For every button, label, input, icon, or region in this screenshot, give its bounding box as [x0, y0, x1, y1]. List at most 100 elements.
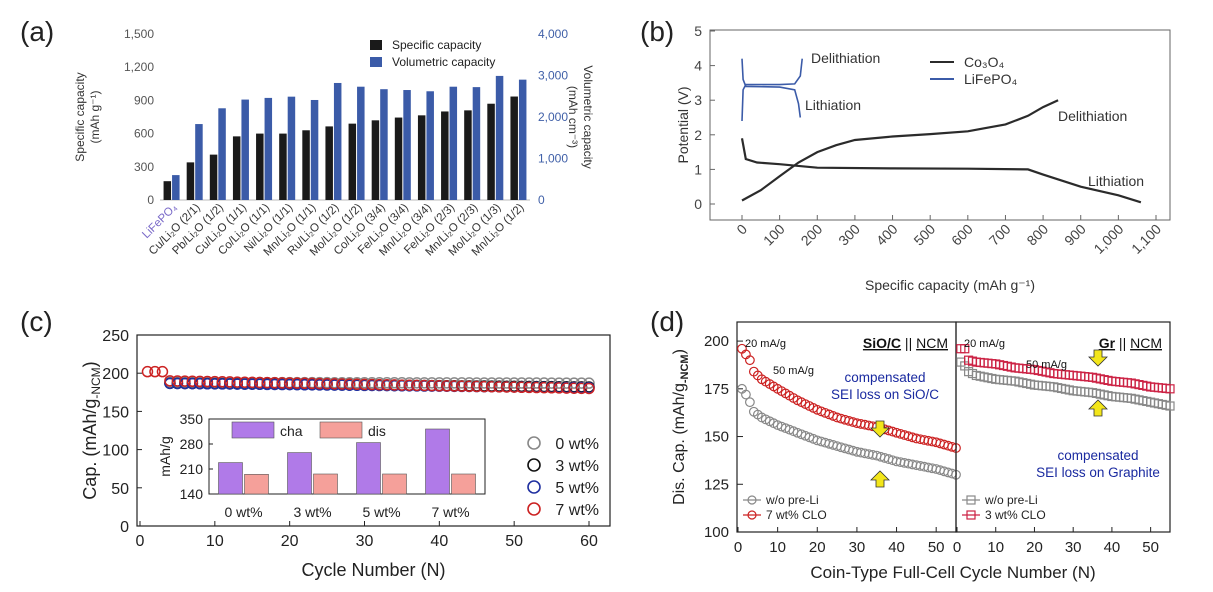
- x-tick-label: 30: [356, 533, 374, 550]
- data-point: [1165, 384, 1175, 394]
- y-tick-label: 125: [704, 476, 729, 493]
- panel-label-a: (a): [20, 16, 55, 47]
- bar-volumetric-capacity: [357, 86, 365, 200]
- subplot-title-anode: Gr: [1099, 335, 1116, 351]
- bar-specific-capacity: [464, 110, 472, 200]
- bar-volumetric-capacity: [495, 75, 504, 200]
- bar-volumetric-capacity: [449, 86, 458, 200]
- data-point: [261, 376, 273, 389]
- y-axis-title-main: Dis. Cap. (mAh/g: [671, 383, 688, 505]
- bar-volumetric-capacity: [195, 124, 203, 200]
- panel-label-d: (d): [650, 306, 685, 337]
- bar-specific-capacity: [371, 120, 380, 200]
- data-point: [268, 377, 281, 389]
- inset-bar-cha: [425, 428, 450, 495]
- x-tick-label: 500: [910, 221, 938, 249]
- y-tick-label: 0: [147, 193, 154, 207]
- y2-tick-label: 1,000: [538, 152, 568, 166]
- data-point: [321, 377, 333, 390]
- legend-label: LiFePO₄: [964, 71, 1017, 87]
- inset-x-tick-label: 5 wt%: [362, 504, 400, 520]
- note-text: SEI loss on Graphite: [1036, 465, 1160, 480]
- inset-bar-dis: [244, 474, 269, 495]
- data-point: [171, 375, 184, 387]
- up-arrow-icon: [1088, 399, 1108, 417]
- data-point: [403, 379, 416, 391]
- plot-frame: [136, 334, 611, 527]
- legend-label: 7 wt% CLO: [766, 508, 827, 522]
- data-point: [283, 377, 296, 389]
- data-point: [216, 376, 229, 388]
- series-line: [741, 58, 803, 122]
- up-arrow-icon: [870, 470, 890, 488]
- y2-axis-title-line: Volumetric capacity: [581, 65, 595, 168]
- subplot-title-cathode: NCM: [1130, 335, 1162, 351]
- bar-specific-capacity: [163, 181, 172, 200]
- subplot-title-separator: ||: [1115, 335, 1130, 351]
- bar-specific-capacity: [441, 111, 449, 200]
- y2-tick-label: 3,000: [538, 69, 568, 83]
- x-tick-label: 20: [809, 539, 826, 556]
- annotation-lifepo4-lithiation: Lithiation: [805, 97, 861, 113]
- y-tick-label: 3: [694, 92, 702, 108]
- x-tick-label: 0: [953, 539, 961, 556]
- x-tick-label: 40: [1104, 539, 1121, 556]
- bar-specific-capacity: [325, 126, 333, 200]
- y-axis-title: Potential (V): [675, 86, 691, 163]
- data-point: [328, 378, 341, 390]
- note-text: SEI loss on SiO/C: [831, 387, 939, 402]
- data-point: [224, 376, 236, 388]
- data-point: [463, 380, 476, 393]
- legend-label: w/o pre-Li: [984, 493, 1038, 507]
- subplot-title: Gr || NCM: [1099, 335, 1162, 351]
- y-tick-label: 0: [694, 196, 702, 212]
- data-point: [744, 397, 755, 408]
- bar-volumetric-capacity: [241, 99, 249, 200]
- data-point: [156, 365, 169, 378]
- y-tick-label: 300: [134, 160, 154, 174]
- x-tick-label: 40: [888, 539, 905, 556]
- data-point: [456, 380, 468, 392]
- legend-label: 3 wt%: [555, 458, 599, 475]
- bar-specific-capacity: [302, 130, 310, 200]
- data-point: [583, 382, 595, 395]
- bar-volumetric-capacity: [403, 90, 411, 200]
- x-tick-label: 50: [505, 533, 523, 550]
- y-tick-label: 600: [134, 127, 154, 141]
- y-axis-title-close: ): [80, 361, 100, 367]
- inset-x-tick-label: 7 wt%: [431, 504, 469, 520]
- data-point: [426, 379, 438, 392]
- x-tick-label: 0: [136, 533, 145, 550]
- y-tick-label: 250: [102, 328, 129, 345]
- inset-y-tick-label: 280: [180, 436, 204, 452]
- rate-label: 20 mA/g: [745, 338, 786, 350]
- inset-legend-swatch: [319, 421, 363, 439]
- annotation-co3o4-lithiation: Lithiation: [1088, 173, 1144, 189]
- bar-specific-capacity: [417, 115, 426, 200]
- chart-b: 0 1 2 3 4 5 0 100 200 300 400 500 600 700 800 900 1,000 1…: [675, 23, 1171, 293]
- bar-volumetric-capacity: [310, 99, 319, 200]
- data-point: [575, 382, 588, 395]
- inset-bar-cha: [287, 452, 312, 495]
- data-point: [201, 375, 214, 388]
- legend-marker: [527, 436, 541, 450]
- inset-legend-label: dis: [368, 423, 386, 439]
- y-tick-label: 1: [694, 161, 702, 177]
- inset-y-tick-label: 350: [180, 411, 204, 427]
- annotation-co3o4-delithiation: Delithiation: [1058, 108, 1127, 124]
- rate-label: 50 mA/g: [773, 365, 814, 377]
- bar-volumetric-capacity: [218, 108, 226, 200]
- legend-marker: [966, 495, 976, 505]
- bar-volumetric-capacity: [287, 96, 296, 200]
- data-point: [179, 375, 191, 387]
- data-point: [1165, 401, 1175, 411]
- down-arrow-icon: [1088, 349, 1108, 367]
- data-point: [583, 377, 595, 389]
- bar-specific-capacity: [510, 96, 518, 200]
- inset-x-tick-label: 3 wt%: [293, 504, 331, 520]
- data-point: [418, 379, 431, 392]
- down-arrow-icon: [870, 420, 890, 438]
- subplot-title-anode: SiO/C: [863, 335, 901, 351]
- data-point: [741, 389, 751, 400]
- y-tick-label: 1,500: [124, 27, 154, 41]
